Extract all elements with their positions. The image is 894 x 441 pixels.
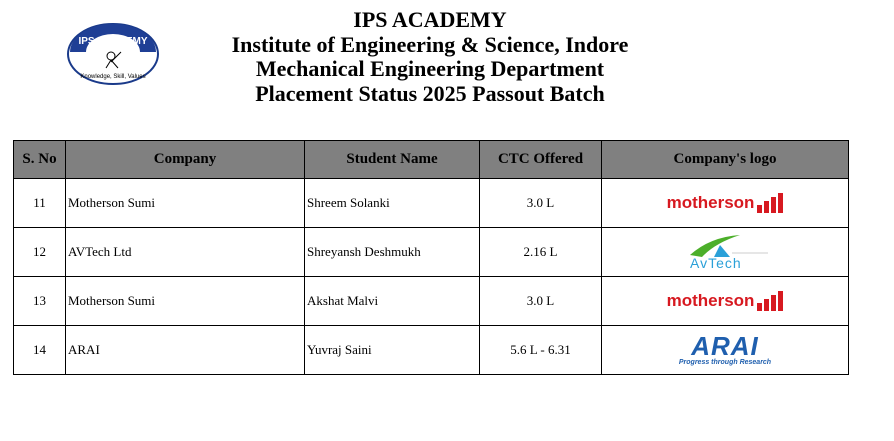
cell-student: Akshat Malvi bbox=[304, 276, 480, 326]
header-line-3: Mechanical Engineering Department bbox=[255, 56, 605, 81]
arai-logo: ARAI Progress through Research bbox=[679, 333, 771, 366]
avtech-swoosh-icon bbox=[690, 235, 768, 257]
cell-logo: AvTech bbox=[601, 227, 849, 277]
logo-text: motherson bbox=[666, 291, 755, 310]
cell-student: Shreem Solanki bbox=[304, 178, 480, 228]
col-company: Company bbox=[65, 140, 305, 179]
table-row: 13 Motherson Sumi Akshat Malvi 3.0 L mot… bbox=[13, 276, 849, 326]
cell-sno: 13 bbox=[13, 276, 66, 326]
svg-text:IPS ACADEMY: IPS ACADEMY bbox=[78, 36, 147, 47]
table-row: 12 AVTech Ltd Shreyansh Deshmukh 2.16 L … bbox=[13, 227, 849, 277]
col-logo: Company's logo bbox=[601, 140, 849, 179]
cell-sno: 12 bbox=[13, 227, 66, 277]
cell-company: ARAI bbox=[65, 325, 305, 375]
cell-student: Yuvraj Saini bbox=[304, 325, 480, 375]
ips-academy-logo: IPS ACADEMY Knowledge, Skill, Values bbox=[67, 23, 159, 85]
logo-text: motherson bbox=[666, 193, 755, 212]
cell-logo: motherson bbox=[601, 178, 849, 228]
cell-logo: motherson bbox=[601, 276, 849, 326]
cell-ctc: 5.6 L - 6.31 bbox=[479, 325, 602, 375]
cell-student: Shreyansh Deshmukh bbox=[304, 227, 480, 277]
page-header: IPS ACADEMY Institute of Engineering & S… bbox=[180, 7, 680, 106]
cell-ctc: 3.0 L bbox=[479, 276, 602, 326]
header-line-2: Institute of Engineering & Science, Indo… bbox=[231, 31, 629, 57]
col-sno: S. No bbox=[13, 140, 66, 179]
cell-logo: ARAI Progress through Research bbox=[601, 325, 849, 375]
table-row: 11 Motherson Sumi Shreem Solanki 3.0 L m… bbox=[13, 178, 849, 228]
cell-ctc: 3.0 L bbox=[479, 178, 602, 228]
cell-sno: 14 bbox=[13, 325, 66, 375]
cell-company: Motherson Sumi bbox=[65, 178, 305, 228]
svg-text:Knowledge, Skill, Values: Knowledge, Skill, Values bbox=[80, 74, 145, 80]
col-ctc: CTC Offered bbox=[479, 140, 602, 179]
table-header-row: S. No Company Student Name CTC Offered C… bbox=[13, 140, 849, 179]
header-line-4: Placement Status 2025 Passout Batch bbox=[255, 80, 605, 106]
col-student: Student Name bbox=[304, 140, 480, 179]
header-line-1: IPS ACADEMY bbox=[353, 7, 507, 32]
cell-ctc: 2.16 L bbox=[479, 227, 602, 277]
logo-tagline: Progress through Research bbox=[678, 358, 772, 366]
bars-icon bbox=[757, 193, 784, 213]
cell-company: AVTech Ltd bbox=[65, 227, 305, 277]
bars-icon bbox=[757, 291, 784, 311]
avtech-logo: AvTech bbox=[680, 233, 770, 271]
motherson-logo: motherson bbox=[667, 291, 784, 311]
placement-table: S. No Company Student Name CTC Offered C… bbox=[13, 140, 849, 375]
motherson-logo: motherson bbox=[667, 193, 784, 213]
cell-company: Motherson Sumi bbox=[65, 276, 305, 326]
logo-text: ARAI bbox=[691, 330, 759, 361]
logo-text: AvTech bbox=[690, 255, 742, 271]
cell-sno: 11 bbox=[13, 178, 66, 228]
table-row: 14 ARAI Yuvraj Saini 5.6 L - 6.31 ARAI P… bbox=[13, 325, 849, 375]
